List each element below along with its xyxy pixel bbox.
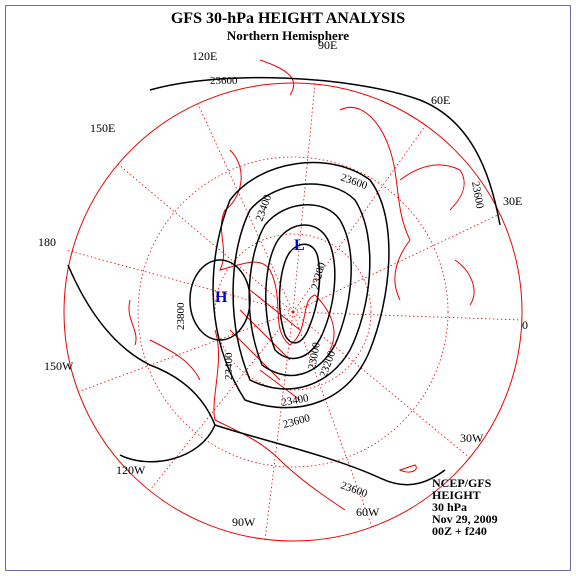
contours (67, 76, 501, 486)
info-line: Nov 29, 2009 (432, 512, 498, 526)
lon-label: 0 (522, 318, 528, 332)
subtitle: Northern Hemisphere (227, 28, 349, 43)
contour-label: 23600 (210, 75, 238, 87)
contour-label: 23600 (282, 412, 312, 431)
info-line: 00Z + f240 (432, 524, 487, 538)
lon-label: 150E (90, 121, 115, 135)
contour-label: 23800 (175, 302, 187, 330)
lon-label: 60E (431, 93, 450, 107)
lon-label: 180 (38, 235, 56, 249)
lon-label: 120W (116, 463, 146, 477)
lon-label: 30E (503, 194, 522, 208)
contour-label: 23400 (280, 392, 310, 409)
contour-label: 23600 (469, 180, 486, 210)
info-line: HEIGHT (432, 488, 481, 502)
title: GFS 30-hPa HEIGHT ANALYSIS (171, 10, 405, 27)
high-center: H (215, 289, 228, 306)
info-block: NCEP/GFS HEIGHT 30 hPa Nov 29, 2009 00Z … (432, 476, 498, 538)
info-line: NCEP/GFS (432, 476, 492, 490)
lon-label: 120E (192, 49, 217, 63)
low-center: L (294, 237, 305, 254)
lon-label: 150W (44, 359, 74, 373)
contour-label: 23600 (339, 480, 369, 501)
contour-label: 23200 (309, 261, 328, 291)
lon-label: 90E (318, 38, 337, 52)
lon-label: 60W (356, 505, 380, 519)
contour-label: 23400 (223, 352, 235, 380)
frame (5, 5, 571, 571)
lon-label: 30W (460, 431, 484, 445)
contour-labels: 23600 23600 23600 23400 23800 23200 2300… (175, 75, 486, 500)
longitude-labels: 90E 120E 60E 150E 30E 180 0 150W 30W 120… (38, 38, 528, 529)
coastlines (128, 59, 475, 511)
lon-label: 90W (232, 515, 256, 529)
contour-label: 23000 (306, 341, 323, 371)
info-line: 30 hPa (432, 500, 467, 514)
